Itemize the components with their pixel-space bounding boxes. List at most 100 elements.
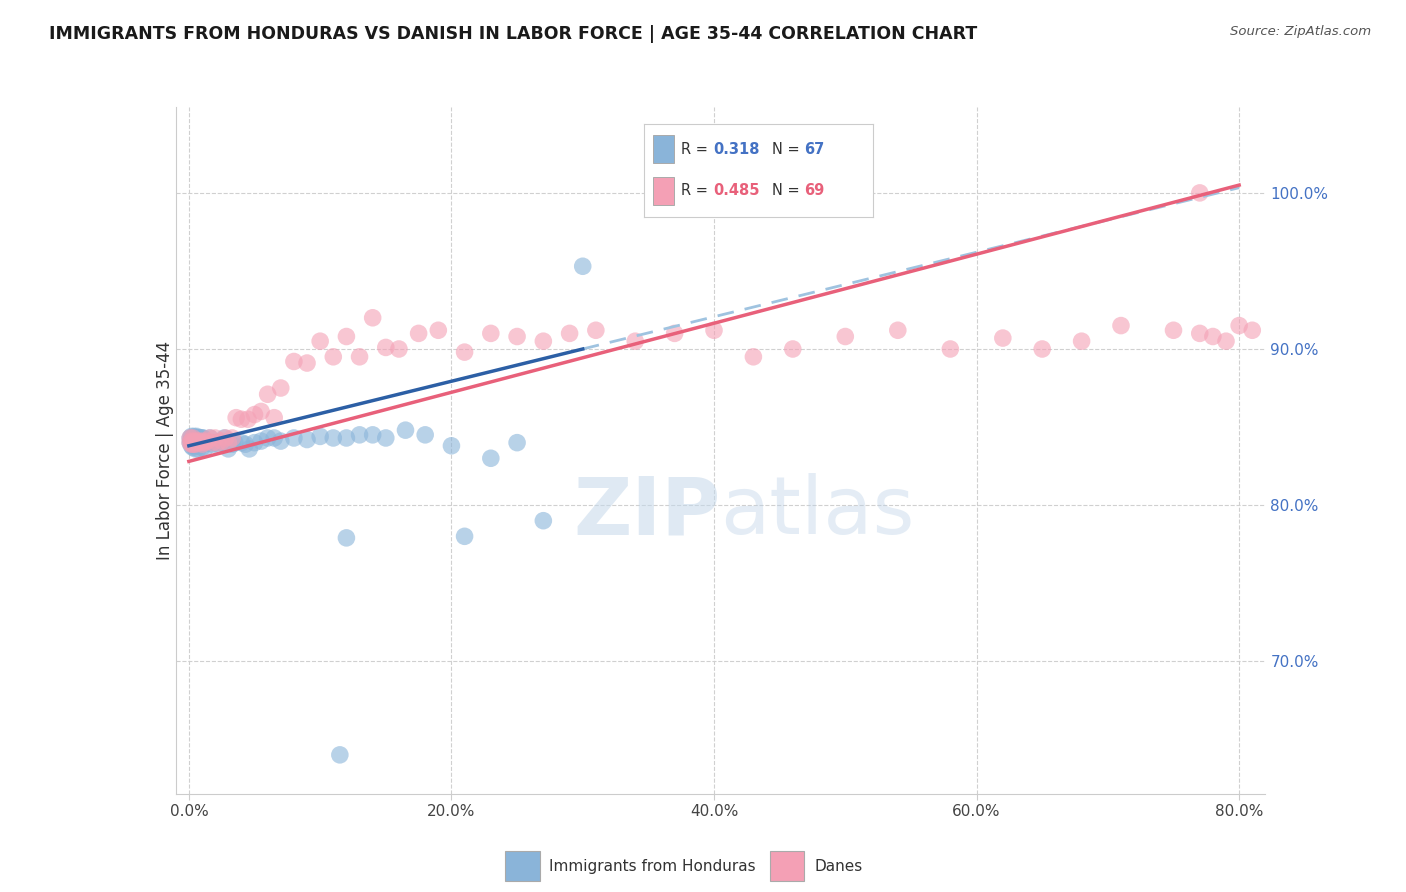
Point	[183, 434, 205, 449]
Point	[1241, 323, 1264, 337]
Point	[283, 431, 305, 445]
Point	[214, 431, 236, 445]
Point	[186, 434, 208, 449]
Text: 0.485: 0.485	[713, 184, 759, 199]
Point	[204, 435, 226, 450]
Point	[191, 440, 214, 454]
Point	[191, 431, 214, 445]
Point	[180, 437, 202, 451]
Point	[181, 431, 204, 445]
Point	[374, 431, 396, 445]
Point	[1109, 318, 1132, 333]
Point	[250, 404, 273, 418]
Point	[250, 434, 273, 449]
Point	[186, 429, 208, 443]
Point	[309, 334, 332, 349]
Point	[180, 429, 202, 443]
Point	[283, 354, 305, 368]
Point	[238, 442, 260, 456]
Point	[742, 350, 765, 364]
Point	[1031, 342, 1053, 356]
Point	[1227, 318, 1250, 333]
Point	[187, 435, 209, 450]
Point	[388, 342, 411, 356]
Point	[329, 747, 352, 762]
Point	[834, 329, 856, 343]
Text: IMMIGRANTS FROM HONDURAS VS DANISH IN LABOR FORCE | AGE 35-44 CORRELATION CHART: IMMIGRANTS FROM HONDURAS VS DANISH IN LA…	[49, 25, 977, 43]
Point	[270, 381, 292, 395]
Point	[349, 428, 371, 442]
Text: 67: 67	[804, 142, 825, 157]
Point	[201, 435, 224, 450]
Point	[184, 431, 207, 445]
Point	[263, 431, 285, 445]
Point	[191, 435, 214, 450]
Point	[506, 329, 529, 343]
Point	[243, 435, 266, 450]
Point	[558, 326, 581, 341]
Point	[263, 410, 285, 425]
Point	[479, 326, 502, 341]
Point	[243, 408, 266, 422]
Point	[322, 350, 344, 364]
Point	[180, 439, 202, 453]
Point	[361, 310, 384, 325]
Point	[179, 431, 201, 445]
Text: N =: N =	[772, 184, 804, 199]
Bar	[770, 851, 804, 881]
Point	[193, 431, 215, 445]
Point	[211, 434, 233, 449]
Bar	[505, 851, 540, 881]
Point	[408, 326, 430, 341]
Point	[179, 435, 201, 450]
Point	[201, 437, 224, 451]
Point	[479, 451, 502, 466]
Text: ZIP: ZIP	[574, 474, 721, 551]
Point	[413, 428, 436, 442]
Text: Danes: Danes	[814, 859, 862, 873]
Point	[1188, 186, 1211, 200]
Point	[322, 431, 344, 445]
Point	[295, 433, 318, 447]
Point	[198, 431, 221, 445]
Point	[1070, 334, 1092, 349]
Point	[440, 439, 463, 453]
Point	[179, 435, 201, 450]
Point	[1215, 334, 1237, 349]
Point	[214, 431, 236, 445]
Point	[225, 410, 247, 425]
Point	[361, 428, 384, 442]
Point	[270, 434, 292, 449]
Point	[1188, 326, 1211, 341]
Point	[394, 423, 416, 437]
Point	[194, 442, 217, 456]
Text: R =: R =	[681, 184, 713, 199]
Point	[181, 437, 204, 451]
Point	[217, 442, 239, 456]
Text: Immigrants from Honduras: Immigrants from Honduras	[550, 859, 756, 873]
Point	[571, 260, 593, 274]
Point	[184, 435, 207, 450]
Point	[187, 431, 209, 445]
Y-axis label: In Labor Force | Age 35-44: In Labor Force | Age 35-44	[156, 341, 173, 560]
Point	[194, 435, 217, 450]
Point	[236, 412, 259, 426]
Text: N =: N =	[772, 142, 804, 157]
Point	[193, 434, 215, 449]
Point	[184, 442, 207, 456]
Point	[193, 435, 215, 450]
Point	[231, 412, 253, 426]
Point	[531, 334, 554, 349]
Point	[183, 439, 205, 453]
Point	[190, 435, 212, 450]
Point	[231, 435, 253, 450]
Point	[1163, 323, 1185, 337]
Point	[188, 437, 211, 451]
Point	[506, 435, 529, 450]
Point	[191, 437, 214, 451]
Point	[187, 435, 209, 450]
Point	[181, 431, 204, 445]
Point	[184, 437, 207, 451]
Text: R =: R =	[681, 142, 713, 157]
Point	[1202, 329, 1225, 343]
